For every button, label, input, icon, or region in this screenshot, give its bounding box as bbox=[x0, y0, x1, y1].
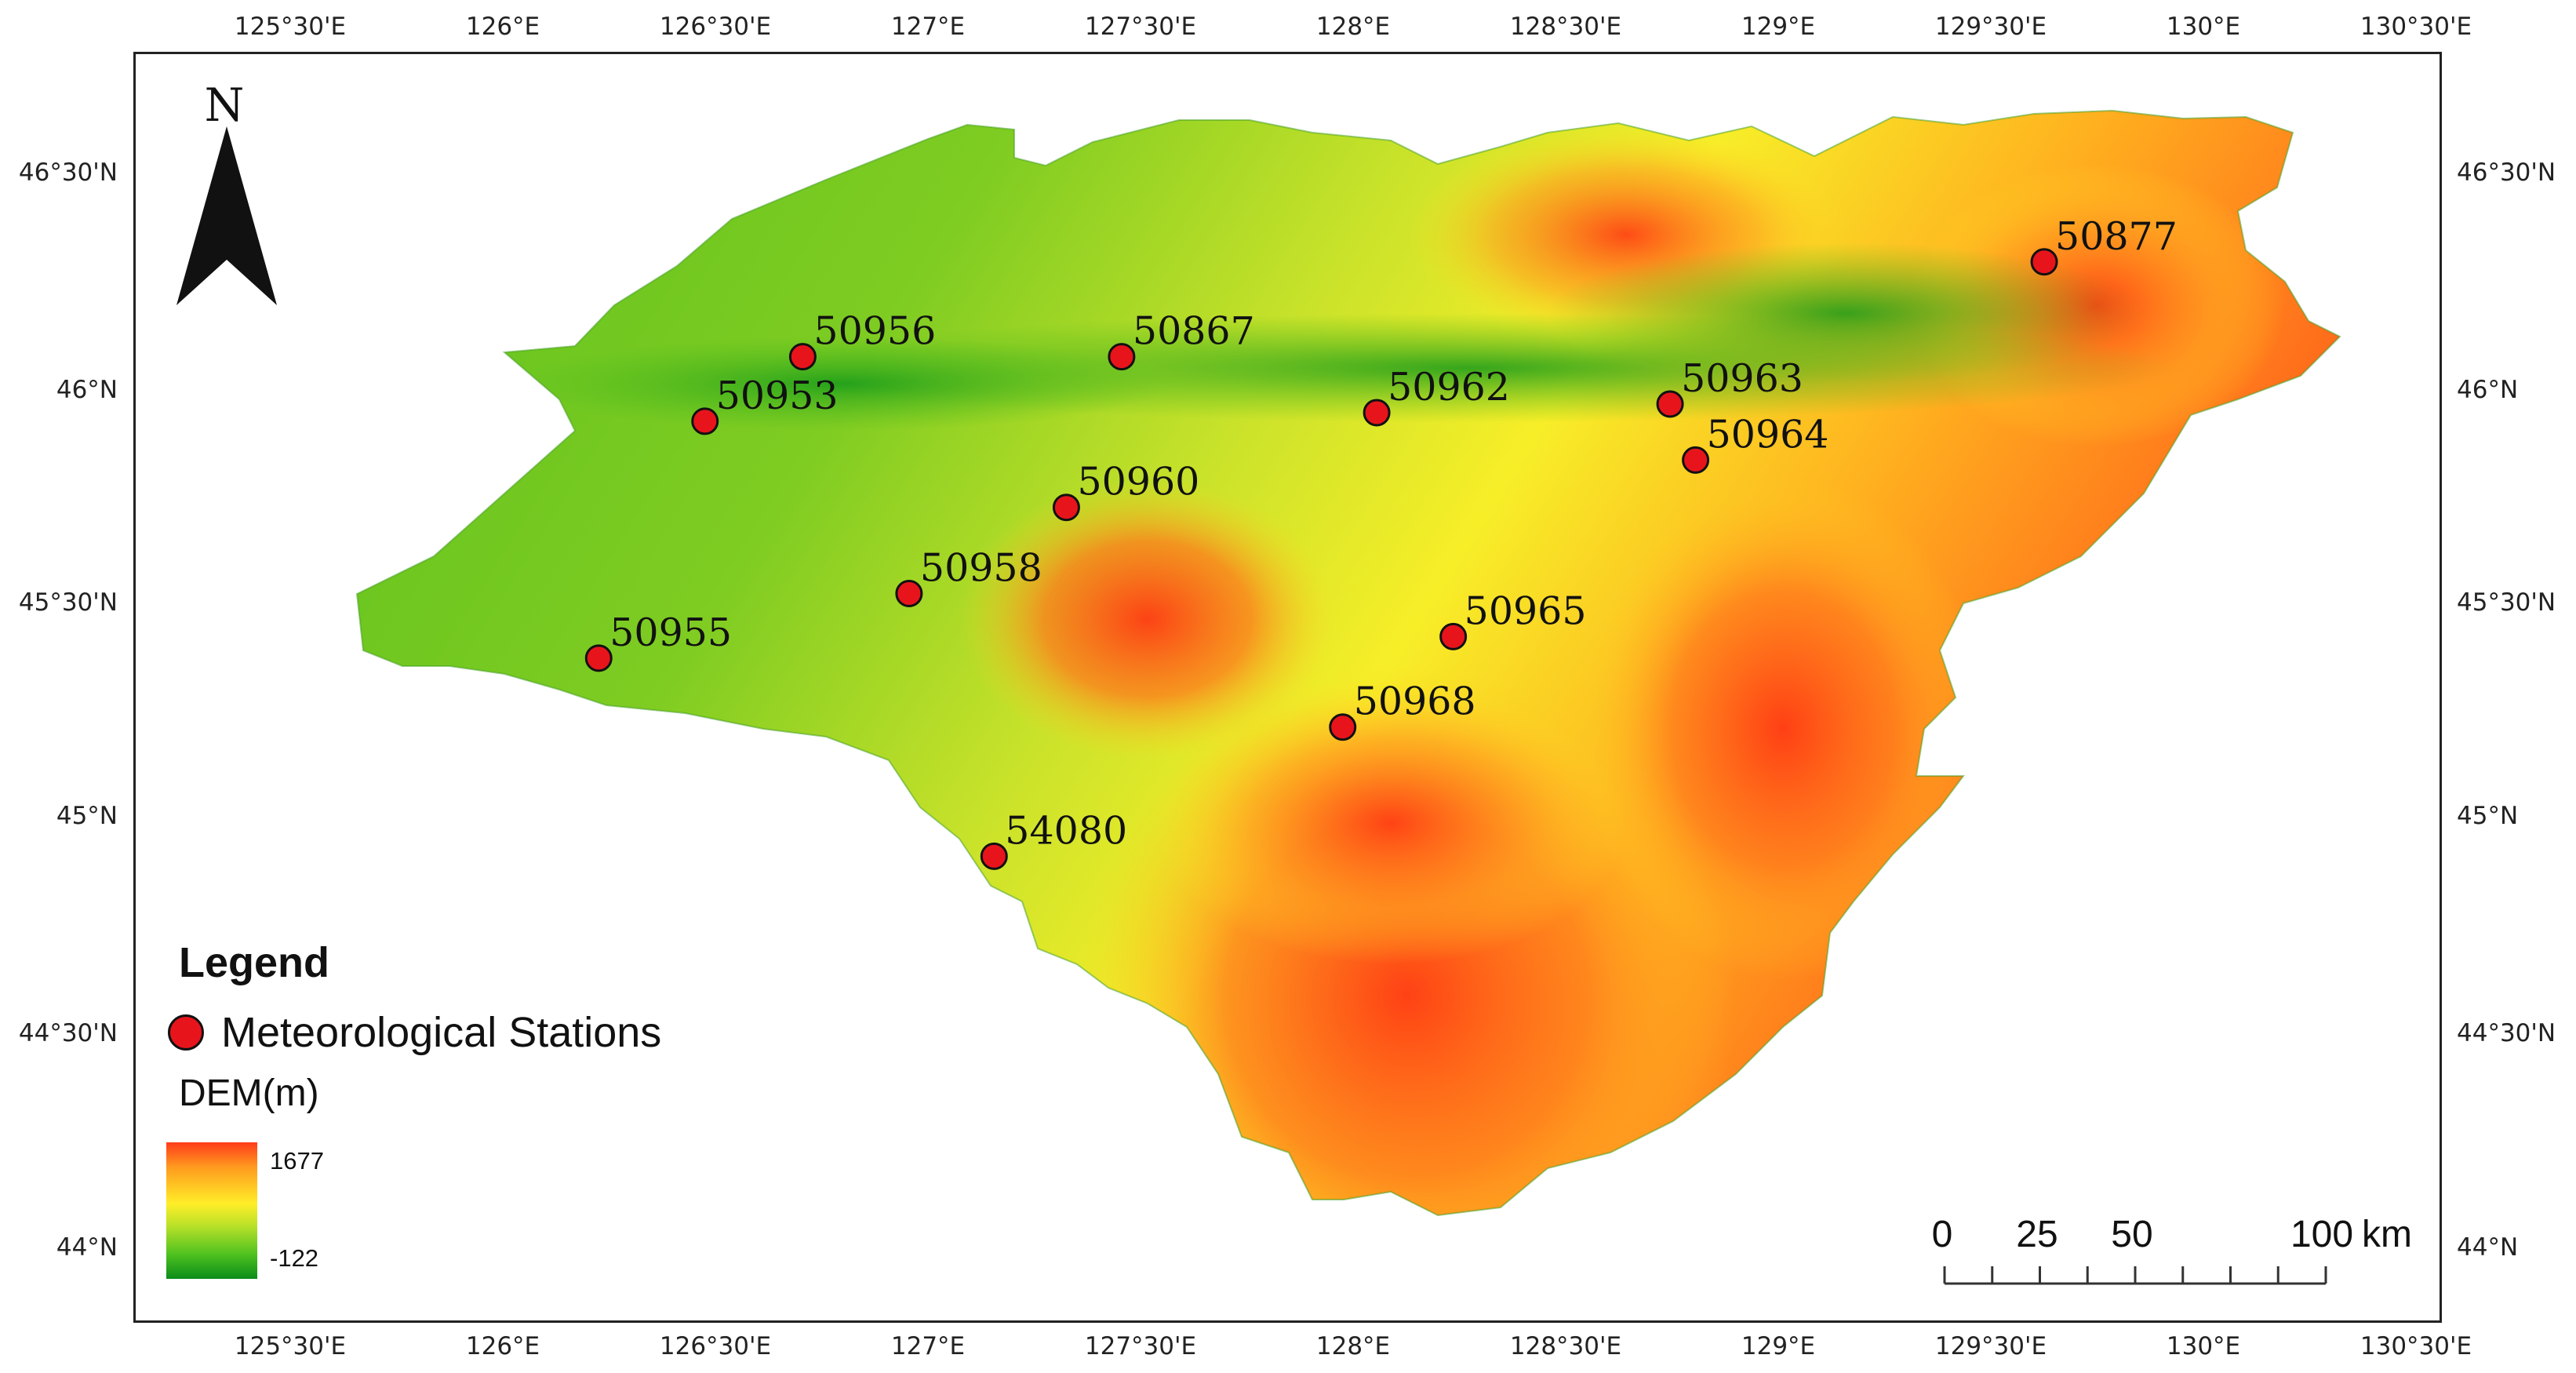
lon-tick-top: 128°30'E bbox=[1509, 13, 1622, 41]
lon-tick-top: 130°E bbox=[2166, 13, 2241, 41]
station-marker-icon bbox=[691, 407, 719, 435]
scale-bar bbox=[1943, 1266, 2327, 1285]
station-marker-icon bbox=[1108, 343, 1136, 371]
lon-tick-top: 127°30'E bbox=[1084, 13, 1197, 41]
lon-tick-bottom: 127°E bbox=[890, 1332, 966, 1360]
station-50956: 50956 bbox=[788, 309, 936, 371]
station-marker-icon bbox=[1439, 622, 1468, 650]
station-marker-icon bbox=[1363, 399, 1391, 427]
station-label: 54080 bbox=[1005, 808, 1127, 853]
dem-max-label: 1677 bbox=[270, 1147, 324, 1175]
lon-tick-top: 127°E bbox=[890, 13, 966, 41]
lon-tick-bottom: 128°E bbox=[1315, 1332, 1391, 1360]
dem-legend-title: DEM(m) bbox=[179, 1073, 319, 1114]
lon-tick-bottom: 130°30'E bbox=[2360, 1332, 2472, 1360]
lon-tick-bottom: 128°30'E bbox=[1509, 1332, 1622, 1360]
lon-tick-top: 129°E bbox=[1741, 13, 1816, 41]
lon-tick-bottom: 130°E bbox=[2166, 1332, 2241, 1360]
station-marker-icon bbox=[1656, 390, 1684, 418]
station-marker-icon bbox=[1052, 493, 1080, 522]
lon-tick-bottom: 129°E bbox=[1741, 1332, 1816, 1360]
station-50958: 50958 bbox=[895, 546, 1042, 608]
scale-label: 25 bbox=[2016, 1214, 2058, 1255]
lon-tick-bottom: 127°30'E bbox=[1084, 1332, 1197, 1360]
lon-tick-bottom: 126°E bbox=[465, 1332, 540, 1360]
lon-tick-top: 126°30'E bbox=[659, 13, 772, 41]
station-label: 50867 bbox=[1133, 309, 1255, 354]
station-marker-icon bbox=[168, 1014, 204, 1051]
station-label: 50955 bbox=[609, 610, 732, 655]
lon-tick-bottom: 126°30'E bbox=[659, 1332, 772, 1360]
station-label: 50953 bbox=[716, 373, 839, 418]
dem-color-ramp bbox=[166, 1142, 257, 1279]
station-50877: 50877 bbox=[2030, 214, 2178, 276]
dem-map-canvas: 50877 50956 50867 50953 50962 50963 50964 50960… bbox=[176, 109, 2341, 1285]
legend-item-stations: Meteorological Stations bbox=[168, 1008, 661, 1057]
lat-tick-right: 44°30'N bbox=[2457, 1019, 2556, 1047]
lat-tick-left: 46°N bbox=[56, 376, 118, 404]
station-50965: 50965 bbox=[1439, 588, 1587, 650]
north-arrow-icon bbox=[176, 126, 277, 305]
scale-unit: km bbox=[2362, 1214, 2412, 1255]
station-marker-icon bbox=[895, 580, 923, 608]
station-label: 50958 bbox=[920, 546, 1042, 591]
station-50968: 50968 bbox=[1329, 679, 1476, 741]
lon-tick-bottom: 129°30'E bbox=[1934, 1332, 2047, 1360]
station-label: 50965 bbox=[1464, 588, 1587, 633]
lat-tick-right: 45°30'N bbox=[2457, 588, 2556, 617]
station-marker-icon bbox=[980, 842, 1008, 870]
station-label: 50968 bbox=[1354, 679, 1476, 724]
station-marker-icon bbox=[584, 644, 613, 672]
stations-layer: 50877 50956 50867 50953 50962 50963 50964 50960… bbox=[584, 214, 2178, 870]
station-label: 50964 bbox=[1707, 412, 1829, 457]
station-50955: 50955 bbox=[584, 610, 732, 672]
dem-min-label: -122 bbox=[270, 1244, 319, 1272]
station-54080: 54080 bbox=[980, 808, 1127, 870]
station-label: 50960 bbox=[1077, 460, 1199, 504]
lat-tick-left: 45°30'N bbox=[18, 588, 118, 617]
lat-tick-right: 46°N bbox=[2457, 376, 2519, 404]
lat-tick-right: 44°N bbox=[2457, 1233, 2519, 1262]
lon-tick-top: 128°E bbox=[1315, 13, 1391, 41]
legend-title: Legend bbox=[179, 939, 330, 986]
station-marker-icon bbox=[788, 343, 817, 371]
lon-tick-top: 129°30'E bbox=[1934, 13, 2047, 41]
lat-tick-left: 46°30'N bbox=[18, 158, 118, 187]
scale-label: 0 bbox=[1931, 1214, 1953, 1255]
lat-tick-right: 46°30'N bbox=[2457, 158, 2556, 187]
lat-tick-left: 45°N bbox=[56, 802, 118, 830]
station-label: 50963 bbox=[1681, 356, 1803, 401]
station-label: 50962 bbox=[1388, 365, 1510, 410]
lon-tick-top: 126°E bbox=[465, 13, 540, 41]
station-50964: 50964 bbox=[1682, 412, 1829, 474]
station-50867: 50867 bbox=[1108, 309, 1255, 371]
station-marker-icon bbox=[2030, 248, 2058, 276]
map-frame: 50877 50956 50867 50953 50962 50963 50964 50960… bbox=[133, 52, 2442, 1323]
station-50960: 50960 bbox=[1052, 460, 1199, 522]
lon-tick-top: 125°30'E bbox=[234, 13, 347, 41]
station-50953: 50953 bbox=[691, 373, 839, 435]
station-label: 50956 bbox=[813, 309, 936, 354]
station-label: 50877 bbox=[2055, 214, 2178, 259]
scale-label: 100 bbox=[2290, 1214, 2354, 1255]
legend-station-label: Meteorological Stations bbox=[221, 1009, 662, 1056]
lat-tick-left: 44°N bbox=[56, 1233, 118, 1262]
scale-label: 50 bbox=[2111, 1214, 2153, 1255]
station-marker-icon bbox=[1682, 446, 1710, 474]
lon-tick-top: 130°30'E bbox=[2360, 13, 2472, 41]
north-label: N bbox=[204, 78, 245, 132]
lon-tick-bottom: 125°30'E bbox=[234, 1332, 347, 1360]
station-50962: 50962 bbox=[1363, 365, 1510, 427]
station-marker-icon bbox=[1329, 713, 1357, 741]
lat-tick-left: 44°30'N bbox=[18, 1019, 118, 1047]
station-50963: 50963 bbox=[1656, 356, 1803, 418]
lat-tick-right: 45°N bbox=[2457, 802, 2519, 830]
